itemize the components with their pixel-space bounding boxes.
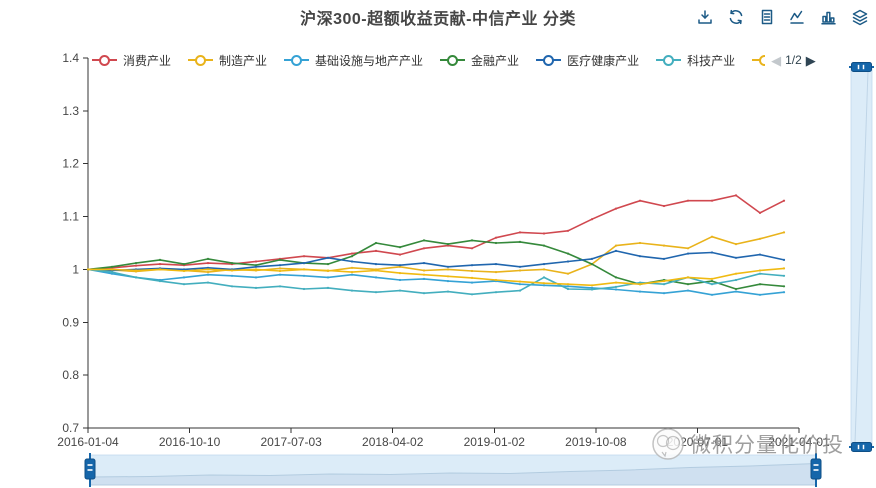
datazoom-left-handle[interactable]	[84, 453, 96, 487]
legend-item-label: 科技产业	[687, 53, 736, 68]
x-axis-label: 2019-10-08	[565, 435, 627, 449]
x-axis-label: 2020-07-01	[667, 435, 729, 449]
legend-line-marker-icon	[752, 54, 766, 66]
legend-item-4[interactable]: 金融产业	[440, 52, 519, 69]
legend-item-6[interactable]: 科技产业	[656, 52, 735, 69]
y-axis-label: 0.9	[62, 315, 79, 329]
data-view-icon[interactable]	[757, 8, 777, 28]
legend-line-marker-icon	[536, 54, 562, 66]
legend: 消费产业 制造产业 基础设施与地产产业 金融产业 医疗健康产业 科技产业 ◀ 1/2 ▶	[92, 51, 816, 69]
switch-bar-icon[interactable]	[819, 8, 839, 28]
x-axis-label: 2016-01-04	[57, 435, 119, 449]
series-line-1[interactable]	[87, 194, 785, 271]
switch-line-icon[interactable]	[788, 8, 808, 28]
legend-item-label: 基础设施与地产产业	[315, 53, 424, 68]
toolbox	[695, 8, 870, 28]
legend-line-marker-icon	[440, 54, 466, 66]
legend-item-1[interactable]: 消费产业	[92, 52, 171, 69]
legend-line-marker-icon	[656, 54, 682, 66]
series-line-7[interactable]	[87, 267, 785, 287]
x-axis-label: 2016-10-10	[159, 435, 221, 449]
legend-line-marker-icon	[188, 54, 214, 66]
legend-item-2[interactable]: 制造产业	[188, 52, 267, 69]
chart-title: 沪深300-超额收益贡献-中信产业 分类	[300, 11, 576, 28]
series-line-3[interactable]	[87, 268, 785, 296]
legend-prev-page-icon[interactable]: ◀	[771, 52, 782, 68]
legend-item-3[interactable]: 基础设施与地产产业	[284, 52, 423, 69]
legend-item-label: 医疗健康产业	[567, 53, 640, 68]
x-axis-label: 2021-04-01	[768, 435, 830, 449]
legend-page-indicator: 1/2	[785, 53, 802, 67]
legend-pager: ◀ 1/2 ▶	[771, 53, 816, 67]
x-axis-label: 2018-04-02	[362, 435, 424, 449]
datazoom-bottom-handle[interactable]	[849, 442, 874, 452]
legend-item-truncated[interactable]	[752, 54, 766, 66]
datazoom-top-handle[interactable]	[849, 62, 874, 72]
x-axis-label: 2017-07-03	[260, 435, 322, 449]
restore-icon[interactable]	[726, 8, 746, 28]
y-axis-label: 1.2	[62, 157, 79, 171]
legend-item-5[interactable]: 医疗健康产业	[536, 52, 639, 69]
y-axis-label: 0.8	[62, 368, 79, 382]
datazoom-slider-horizontal[interactable]	[84, 452, 822, 487]
series-line-5[interactable]	[87, 250, 785, 272]
y-axis-label: 1.1	[62, 210, 79, 224]
x-axis-label: 2019-01-02	[464, 435, 526, 449]
legend-next-page-icon[interactable]: ▶	[805, 52, 816, 68]
legend-item-label: 金融产业	[471, 53, 520, 68]
stack-icon[interactable]	[850, 8, 870, 28]
legend-item-label: 制造产业	[219, 53, 268, 68]
y-axis-label: 1	[72, 262, 79, 276]
y-axis-label: 1.4	[62, 51, 79, 65]
y-axis-label: 0.7	[62, 421, 79, 435]
series-line-6[interactable]	[87, 268, 785, 296]
datazoom-slider-vertical[interactable]	[846, 62, 874, 452]
series-line-2[interactable]	[87, 231, 785, 275]
datazoom-right-handle[interactable]	[810, 453, 822, 487]
legend-line-marker-icon	[92, 54, 117, 66]
save-image-icon[interactable]	[695, 8, 715, 28]
y-axis-label: 1.3	[62, 104, 79, 118]
legend-item-label: 消费产业	[123, 53, 172, 68]
legend-line-marker-icon	[284, 54, 310, 66]
